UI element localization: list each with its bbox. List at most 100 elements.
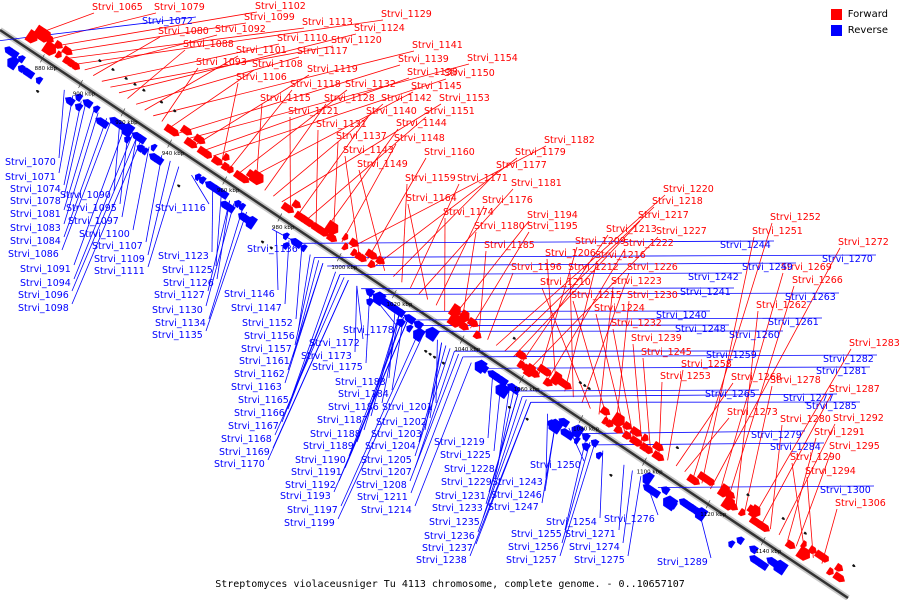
reverse-gene-label[interactable]: Strvi_1274	[569, 542, 620, 553]
marker-164[interactable]	[746, 493, 750, 497]
forward-gene-72[interactable]	[325, 232, 339, 244]
forward-gene-139[interactable]	[621, 430, 634, 442]
reverse-gene-33[interactable]	[140, 146, 150, 156]
forward-gene-label[interactable]: Strvi_1306	[835, 498, 886, 509]
reverse-gene-label[interactable]: Strvi_1162	[234, 369, 285, 380]
reverse-gene-97[interactable]	[423, 325, 440, 342]
forward-gene-label[interactable]: Strvi_1148	[394, 133, 445, 144]
reverse-gene-label[interactable]: Strvi_1147	[231, 303, 282, 314]
forward-gene-80[interactable]	[364, 248, 380, 262]
forward-gene-label[interactable]: Strvi_1149	[357, 159, 408, 170]
forward-gene-label[interactable]: Strvi_1080	[158, 26, 209, 37]
marker-111[interactable]	[512, 336, 517, 340]
forward-gene-label[interactable]: Strvi_1269	[781, 262, 832, 273]
forward-gene-133[interactable]	[599, 405, 612, 417]
forward-gene-label[interactable]: Strvi_1196	[511, 262, 562, 273]
reverse-gene-label[interactable]: Strvi_1098	[18, 303, 69, 314]
forward-gene-40[interactable]	[183, 136, 199, 150]
reverse-gene-label[interactable]: Strvi_1203	[371, 429, 422, 440]
forward-gene-label[interactable]: Strvi_1108	[252, 59, 303, 70]
forward-gene-label[interactable]: Strvi_1106	[236, 72, 287, 83]
forward-gene-label[interactable]: Strvi_1182	[544, 135, 595, 146]
forward-gene-label[interactable]: Strvi_1223	[611, 276, 662, 287]
reverse-gene-label[interactable]: Strvi_1172	[309, 338, 360, 349]
forward-gene-81[interactable]	[366, 259, 377, 270]
reverse-gene-95[interactable]	[410, 326, 426, 343]
reverse-gene-131[interactable]	[572, 436, 581, 445]
reverse-gene-label[interactable]: Strvi_1184	[338, 389, 389, 400]
reverse-gene-92[interactable]	[402, 312, 417, 325]
forward-gene-label[interactable]: Strvi_1160	[424, 147, 475, 158]
forward-gene-146[interactable]	[651, 450, 666, 463]
reverse-gene-label[interactable]: Strvi_1125	[162, 265, 213, 276]
reverse-gene-label[interactable]: Strvi_1126	[163, 278, 214, 289]
forward-gene-label[interactable]: Strvi_1273	[727, 407, 778, 418]
forward-gene-label[interactable]: Strvi_1143	[343, 145, 394, 156]
forward-gene-label[interactable]: Strvi_1128	[324, 93, 375, 104]
forward-gene-label[interactable]: Strvi_1139	[398, 54, 449, 65]
forward-gene-label[interactable]: Strvi_1132	[345, 79, 396, 90]
forward-gene-54[interactable]	[248, 169, 267, 188]
reverse-gene-label[interactable]: Strvi_1207	[361, 467, 412, 478]
reverse-gene-68[interactable]	[299, 243, 308, 253]
reverse-gene-label[interactable]: Strvi_1284	[770, 442, 821, 453]
forward-gene-71[interactable]	[323, 219, 342, 237]
forward-gene-label[interactable]: Strvi_1171	[457, 173, 508, 184]
reverse-gene-label[interactable]: Strvi_1201	[382, 402, 433, 413]
reverse-gene-label[interactable]: Strvi_1078	[10, 196, 61, 207]
forward-gene-label[interactable]: Strvi_1110	[277, 33, 328, 44]
forward-gene-label[interactable]: Strvi_1121	[288, 106, 339, 117]
reverse-gene-136[interactable]	[594, 450, 604, 460]
reverse-gene-18[interactable]	[73, 102, 84, 112]
reverse-gene-label[interactable]: Strvi_1260	[729, 330, 780, 341]
reverse-gene-134[interactable]	[589, 438, 600, 448]
forward-gene-label[interactable]: Strvi_1131	[316, 119, 367, 130]
forward-gene-161[interactable]	[721, 487, 737, 501]
forward-gene-label[interactable]: Strvi_1088	[183, 39, 234, 50]
marker-r-121[interactable]	[525, 417, 529, 421]
reverse-gene-label[interactable]: Strvi_1271	[565, 529, 616, 540]
marker-25[interactable]	[133, 82, 137, 86]
reverse-gene-label[interactable]: Strvi_1134	[155, 318, 206, 329]
reverse-gene-label[interactable]: Strvi_1183	[335, 377, 386, 388]
reverse-gene-label[interactable]: Strvi_1204	[365, 441, 416, 452]
reverse-gene-label[interactable]: Strvi_1097	[68, 216, 119, 227]
forward-gene-63[interactable]	[291, 199, 303, 211]
reverse-gene-31[interactable]	[133, 132, 148, 145]
reverse-gene-label[interactable]: Strvi_1281	[816, 366, 867, 377]
reverse-gene-label[interactable]: Strvi_1100	[79, 229, 130, 240]
reverse-gene-label[interactable]: Strvi_1074	[10, 184, 61, 195]
reverse-gene-19[interactable]	[81, 97, 94, 109]
reverse-gene-53[interactable]	[232, 199, 242, 209]
forward-gene-label[interactable]: Strvi_1206	[545, 248, 596, 259]
reverse-gene-label[interactable]: Strvi_1096	[18, 290, 69, 301]
reverse-gene-label[interactable]: Strvi_1199	[284, 518, 335, 529]
reverse-gene-57[interactable]	[243, 214, 259, 230]
reverse-gene-label[interactable]: Strvi_1202	[376, 417, 427, 428]
reverse-gene-90[interactable]	[395, 307, 406, 319]
forward-gene-101[interactable]	[456, 309, 472, 325]
reverse-gene-label[interactable]: Strvi_1243	[492, 477, 543, 488]
reverse-gene-label[interactable]: Strvi_1135	[152, 330, 203, 341]
reverse-gene-label[interactable]: Strvi_1090	[60, 190, 111, 201]
forward-gene-47[interactable]	[221, 152, 231, 162]
reverse-gene-label[interactable]: Strvi_1211	[357, 492, 408, 503]
forward-gene-label[interactable]: Strvi_1226	[627, 262, 678, 273]
reverse-gene-label[interactable]: Strvi_1279	[751, 430, 802, 441]
reverse-gene-114[interactable]	[492, 381, 511, 400]
reverse-gene-label[interactable]: Strvi_1225	[440, 450, 491, 461]
marker-r-99[interactable]	[428, 352, 432, 356]
forward-gene-105[interactable]	[472, 330, 483, 341]
reverse-gene-54[interactable]	[237, 202, 247, 212]
reverse-gene-21[interactable]	[91, 104, 101, 114]
forward-gene-144[interactable]	[645, 445, 654, 455]
marker-34[interactable]	[172, 109, 177, 113]
reverse-gene-93[interactable]	[405, 323, 414, 333]
reverse-gene-label[interactable]: Strvi_1123	[158, 251, 209, 262]
reverse-gene-label[interactable]: Strvi_1208	[356, 480, 407, 491]
marker-172[interactable]	[781, 516, 786, 520]
reverse-gene-label[interactable]: Strvi_1186	[328, 402, 379, 413]
forward-gene-114[interactable]	[515, 349, 529, 362]
reverse-gene-label[interactable]: Strvi_1249	[742, 262, 793, 273]
reverse-gene-32[interactable]	[135, 143, 146, 154]
